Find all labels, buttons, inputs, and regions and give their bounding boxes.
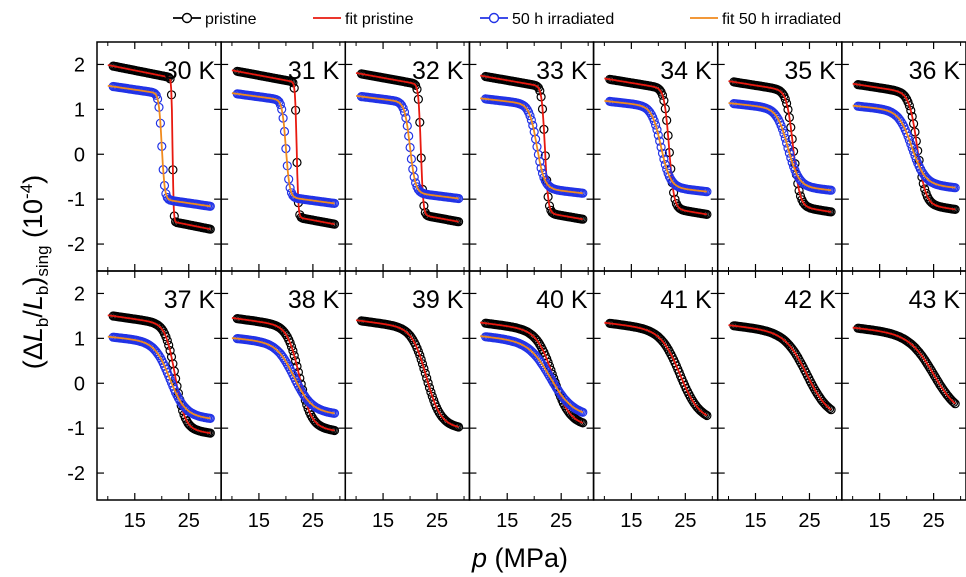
- legend-marker: [183, 14, 192, 23]
- x-tick-label: 15: [869, 510, 891, 532]
- x-tick-label: 15: [124, 510, 146, 532]
- panel-plot-area: [232, 67, 339, 228]
- x-tick-label: 15: [620, 510, 642, 532]
- y-tick-label: 1: [74, 99, 85, 121]
- x-tick-label: 25: [426, 510, 448, 532]
- panel-plot-area: [480, 319, 587, 427]
- legend-entry: pristine: [173, 11, 257, 28]
- x-tick-label: 15: [744, 510, 766, 532]
- panel-30k: 30 K: [97, 42, 221, 271]
- panel-plot-area: [853, 324, 960, 408]
- panel-temperature-label: 33 K: [536, 57, 588, 85]
- panel-temperature-label: 35 K: [784, 57, 836, 85]
- y-tick-label: -1: [67, 418, 85, 440]
- irradiated-fit-line: [108, 86, 211, 207]
- panel-temperature-label: 30 K: [164, 57, 216, 85]
- irradiated-fit-line: [232, 93, 335, 203]
- panel-32k: 32 K: [345, 42, 469, 271]
- panel-temperature-label: 37 K: [164, 286, 216, 314]
- panel-42k: 42 K 15 25: [718, 271, 842, 532]
- irradiated-fit-line: [232, 338, 335, 413]
- legend-entry: fit pristine: [313, 11, 414, 28]
- y-tick-label: 0: [74, 373, 85, 395]
- y-axis: -2 -1 0 1 2 -2 -1 0 1 2: [67, 54, 85, 485]
- panel-temperature-label: 34 K: [660, 57, 712, 85]
- panel-temperature-label: 31 K: [288, 57, 340, 85]
- panel-temperature-label: 43 K: [909, 286, 961, 314]
- panel-31k: 31 K: [221, 42, 345, 271]
- x-tick-label: 25: [674, 510, 696, 532]
- x-tick-label: 15: [496, 510, 518, 532]
- y-tick-label: 1: [74, 328, 85, 350]
- x-tick-label: 25: [798, 510, 820, 532]
- panel-plot-area: [604, 319, 711, 419]
- panel-37k: 37 K 15 25: [97, 271, 221, 532]
- y-tick-label: 2: [74, 283, 85, 305]
- panel-34k: 34 K: [594, 42, 718, 271]
- x-tick-label: 25: [922, 510, 944, 532]
- panel-40k: 40 K 15 25: [469, 271, 593, 532]
- panel-41k: 41 K 15 25: [594, 271, 718, 532]
- panel-plot-area: [853, 81, 960, 214]
- panel-plot-area: [729, 78, 836, 216]
- panel-36k: 36 K: [842, 42, 966, 271]
- y-axis-title: (ΔLb/Lb)sing (10-4): [17, 175, 52, 369]
- panel-plot-area: [480, 73, 587, 224]
- x-tick-label: 15: [248, 510, 270, 532]
- legend-label: fit 50 h irradiated: [722, 11, 841, 28]
- panel-temperature-label: 42 K: [784, 286, 836, 314]
- legend: pristine fit pristine 50 h irradiated fit 5…: [173, 11, 841, 28]
- legend-entry: 50 h irradiated: [480, 11, 614, 28]
- x-axis-title: p (MPa): [471, 543, 568, 573]
- legend-label: fit pristine: [345, 11, 414, 28]
- panel-plot-area: [108, 62, 215, 233]
- irradiated-fit-line: [356, 96, 459, 199]
- panel-plot-area: [108, 312, 215, 437]
- y-tick-label: -1: [67, 189, 85, 211]
- x-tick-label: 25: [550, 510, 572, 532]
- panel-43k: 43 K 15 25: [842, 271, 966, 532]
- panel-temperature-label: 36 K: [909, 57, 961, 85]
- x-tick-label: 25: [302, 510, 324, 532]
- panel-temperature-label: 39 K: [412, 286, 464, 314]
- panel-temperature-label: 38 K: [288, 286, 340, 314]
- legend-label: 50 h irradiated: [512, 11, 614, 28]
- panel-plot-area: [232, 315, 339, 435]
- panel-temperature-label: 40 K: [536, 286, 588, 314]
- legend-entry: fit 50 h irradiated: [690, 11, 841, 28]
- legend-label: pristine: [205, 11, 257, 28]
- x-tick-label: 15: [372, 510, 394, 532]
- panel-33k: 33 K: [469, 42, 593, 271]
- panel-temperature-label: 41 K: [660, 286, 712, 314]
- panel-38k: 38 K 15 25: [221, 271, 345, 532]
- panel-39k: 39 K 15 25: [345, 271, 469, 532]
- panel-plot-area: [356, 70, 463, 226]
- y-tick-label: -2: [67, 234, 85, 256]
- panel-35k: 35 K: [718, 42, 842, 271]
- x-tick-label: 25: [178, 510, 200, 532]
- panel-plot-area: [729, 322, 836, 414]
- legend-marker: [490, 14, 499, 23]
- panel-plot-area: [604, 75, 711, 218]
- y-tick-label: 2: [74, 54, 85, 76]
- panel-temperature-label: 32 K: [412, 57, 464, 85]
- y-tick-label: -2: [67, 463, 85, 485]
- y-tick-label: 0: [74, 144, 85, 166]
- panel-plot-area: [356, 317, 463, 431]
